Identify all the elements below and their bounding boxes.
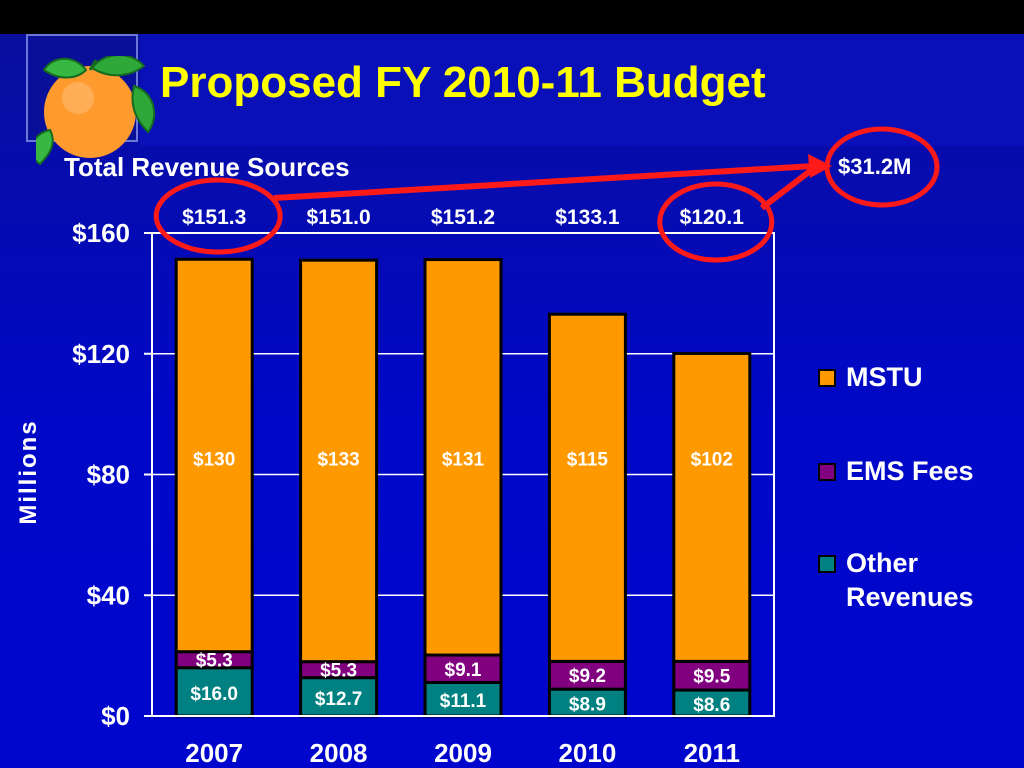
y-tick-label: $80 <box>87 460 130 490</box>
data-label-mstu-2009: $131 <box>442 449 485 470</box>
data-label-mstu-2011: $102 <box>691 449 733 470</box>
legend-label-ems-fees: EMS Fees <box>846 456 974 486</box>
bar-segment-mstu-2008 <box>299 258 379 664</box>
data-label-mstu-2007: $130 <box>193 449 235 470</box>
orange-fruit-icon <box>36 56 156 166</box>
bar-segment-other-revenues-2010 <box>547 687 627 718</box>
data-label-mstu-2008: $133 <box>317 449 359 470</box>
legend-swatch-other-revenues <box>818 555 836 573</box>
x-tick-label-2008: 2008 <box>310 738 368 768</box>
chart-subtitle: Total Revenue Sources <box>64 152 350 182</box>
highlight-circle-2011 <box>657 181 775 263</box>
bar-segment-mstu-2009 <box>423 258 503 657</box>
x-tick-label-2010: 2010 <box>558 738 616 768</box>
arrowhead <box>808 154 832 178</box>
total-label-2009: $151.2 <box>431 206 495 229</box>
legend-label-other-revenues: Other Revenues <box>846 548 974 612</box>
bar-segment-ems-fees-2011 <box>672 659 752 692</box>
legend-item-ems-fees: EMS Fees <box>818 454 1006 488</box>
bar-segment-mstu-2007 <box>174 257 254 654</box>
data-label-ems-fees-2008: $5.3 <box>320 661 357 682</box>
data-label-other-revenues-2010: $8.9 <box>569 695 606 716</box>
bar-segment-other-revenues-2009 <box>423 680 503 718</box>
highlight-circle-2007 <box>153 177 283 255</box>
bar-segment-ems-fees-2009 <box>423 653 503 684</box>
y-tick-label: $0 <box>101 701 130 731</box>
top-bar <box>0 0 1024 34</box>
data-label-mstu-2010: $115 <box>567 449 609 470</box>
bar-segment-mstu-2010 <box>547 312 627 663</box>
x-tick-label-2007: 2007 <box>185 738 243 768</box>
x-tick-label-2009: 2009 <box>434 738 492 768</box>
logo-frame <box>26 34 156 166</box>
data-label-other-revenues-2008: $12.7 <box>315 689 363 710</box>
x-tick-label-2011: 2011 <box>684 738 740 768</box>
legend-swatch-mstu <box>818 369 836 387</box>
y-tick-label: $160 <box>72 218 130 248</box>
legend-label-mstu: MSTU <box>846 362 923 392</box>
bar-segment-ems-fees-2010 <box>547 659 627 691</box>
data-label-ems-fees-2009: $9.1 <box>445 660 482 681</box>
y-axis-title: Millions <box>15 419 42 524</box>
y-tick-label: $120 <box>72 339 130 369</box>
difference-callout: $31.2M <box>838 154 912 179</box>
data-label-other-revenues-2011: $8.6 <box>693 695 730 716</box>
y-tick-label: $40 <box>87 580 130 610</box>
data-label-other-revenues-2007: $16.0 <box>190 684 238 705</box>
data-label-ems-fees-2011: $9.5 <box>693 667 730 688</box>
data-label-ems-fees-2010: $9.2 <box>569 666 606 687</box>
total-label-2008: $151.0 <box>306 206 370 229</box>
legend-swatch-ems-fees <box>818 463 836 481</box>
total-label-2011: $120.1 <box>680 206 745 229</box>
total-label-2007: $151.3 <box>182 206 246 229</box>
data-label-ems-fees-2007: $5.3 <box>196 651 233 672</box>
data-label-other-revenues-2009: $11.1 <box>440 691 487 712</box>
total-label-2010: $133.1 <box>555 206 620 229</box>
legend-item-other-revenues: Other Revenues <box>818 546 1006 614</box>
arrow-shaft-from-2007 <box>274 163 815 201</box>
arrow-shaft-from-2011 <box>759 165 816 211</box>
bar-segment-mstu-2011 <box>672 351 752 663</box>
legend-item-mstu: MSTU <box>818 360 1006 394</box>
slide-title: Proposed FY 2010-11 Budget <box>160 58 766 107</box>
